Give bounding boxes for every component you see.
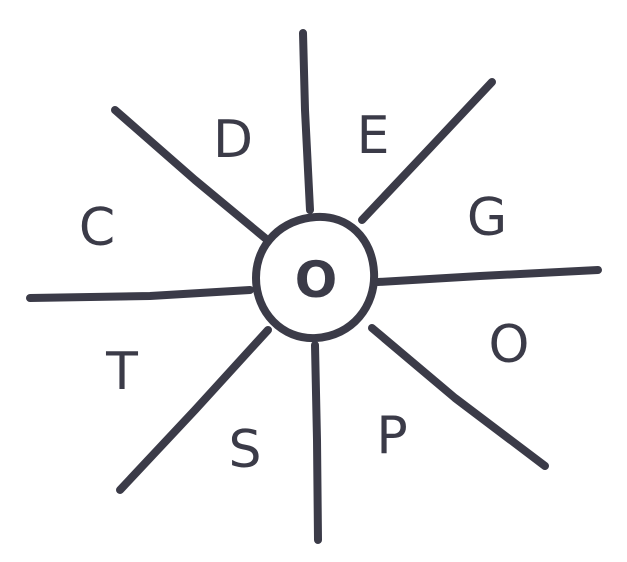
sector-letter-e: E <box>357 106 390 166</box>
spoke-top-left <box>111 106 269 242</box>
spoke-right <box>374 266 602 286</box>
sector-letter-o: O <box>489 315 530 375</box>
spoke-bottom <box>311 341 322 544</box>
center-letter: O <box>295 251 338 309</box>
sector-letters: E G O P S T C D <box>79 106 530 480</box>
sector-letter-g: G <box>467 188 507 248</box>
spoke-bottom-left <box>116 326 272 494</box>
sector-letter-d: D <box>213 110 253 170</box>
sector-letter-t: T <box>105 342 138 402</box>
spoke-bottom-right <box>368 324 549 470</box>
hub-circle <box>252 212 379 343</box>
spoke-top <box>299 29 314 214</box>
spoke-top-right <box>358 78 496 224</box>
sector-letter-c: C <box>79 198 115 258</box>
sector-letter-s: S <box>228 420 261 480</box>
sector-letter-p: P <box>376 406 407 466</box>
spoke-left <box>26 286 254 302</box>
spokes <box>26 29 602 544</box>
